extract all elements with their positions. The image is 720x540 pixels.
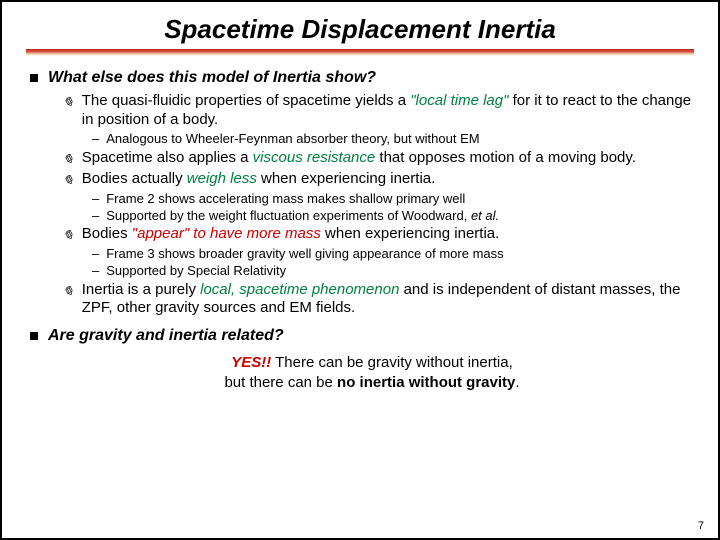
text-segment: The quasi-fluidic properties of spacetim… [82, 92, 411, 109]
sub-bullet-text: Supported by Special Relativity [106, 263, 286, 279]
text-segment: Bodies actually [82, 170, 187, 187]
square-bullet-icon [30, 332, 38, 340]
sub-bullet-1-1: – Analogous to Wheeler-Feynman absorber … [92, 131, 694, 147]
bullet-4-text: Bodies "appear" to have more mass when e… [82, 225, 500, 244]
sub-bullet-text: Frame 2 shows accelerating mass makes sh… [106, 191, 465, 207]
sub-bullet-3-2: – Supported by the weight fluctuation ex… [92, 208, 694, 224]
text-segment: Inertia is a purely [82, 281, 200, 298]
text-segment: . [515, 374, 519, 391]
emphasis-bold: no inertia without gravity [337, 374, 515, 391]
emphasis-green: viscous resistance [253, 149, 376, 166]
emphasis-italic: et al. [471, 208, 499, 223]
slide-content: What else does this model of Inertia sho… [26, 68, 694, 393]
question-1: What else does this model of Inertia sho… [30, 68, 694, 89]
pencil-bullet-icon: ✎ [60, 151, 76, 168]
sub-bullet-text: Supported by the weight fluctuation expe… [106, 208, 499, 224]
bullet-3: ✎ Bodies actually weigh less when experi… [62, 170, 694, 189]
text-segment: There can be gravity without inertia, [271, 354, 513, 371]
text-segment: but there can be [224, 374, 337, 391]
square-bullet-icon [30, 74, 38, 82]
question-1-text: What else does this model of Inertia sho… [48, 68, 376, 89]
text-segment: when experiencing inertia. [257, 170, 435, 187]
dash-bullet-icon: – [92, 208, 99, 223]
sub-bullet-4-1: – Frame 3 shows broader gravity well giv… [92, 246, 694, 262]
bullet-1: ✎ The quasi-fluidic properties of spacet… [62, 92, 694, 130]
page-number: 7 [698, 520, 704, 532]
pencil-bullet-icon: ✎ [60, 283, 76, 300]
closing-answer: YES!! There can be gravity without inert… [50, 353, 694, 394]
dash-bullet-icon: – [92, 191, 99, 206]
bullet-3-text: Bodies actually weigh less when experien… [82, 170, 436, 189]
text-segment: when experiencing inertia. [321, 225, 499, 242]
text-segment: that opposes motion of a moving body. [375, 149, 636, 166]
sub-bullet-text: Analogous to Wheeler-Feynman absorber th… [106, 131, 479, 147]
slide-frame: Spacetime Displacement Inertia What else… [0, 0, 720, 540]
text-segment: Spacetime also applies a [82, 149, 253, 166]
bullet-5-text: Inertia is a purely local, spacetime phe… [82, 281, 694, 319]
text-segment: Bodies [82, 225, 132, 242]
pencil-bullet-icon: ✎ [60, 94, 76, 111]
bullet-4: ✎ Bodies "appear" to have more mass when… [62, 225, 694, 244]
bullet-2-text: Spacetime also applies a viscous resista… [82, 149, 636, 168]
closing-line-2: but there can be no inertia without grav… [50, 373, 694, 393]
dash-bullet-icon: – [92, 246, 99, 261]
pencil-bullet-icon: ✎ [60, 172, 76, 189]
emphasis-green: "local time lag" [410, 92, 508, 109]
sub-bullet-text: Frame 3 shows broader gravity well givin… [106, 246, 503, 262]
emphasis-red: "appear" to have more mass [132, 225, 321, 242]
bullet-5: ✎ Inertia is a purely local, spacetime p… [62, 281, 694, 319]
closing-line-1: YES!! There can be gravity without inert… [50, 353, 694, 373]
sub-bullet-4-2: – Supported by Special Relativity [92, 263, 694, 279]
title-divider [26, 49, 694, 56]
text-segment: Supported by the weight fluctuation expe… [106, 208, 471, 223]
emphasis-red-bold: YES!! [231, 354, 271, 371]
slide-title: Spacetime Displacement Inertia [26, 14, 694, 45]
emphasis-green: local, spacetime phenomenon [200, 281, 399, 298]
dash-bullet-icon: – [92, 131, 99, 146]
question-2: Are gravity and inertia related? [30, 326, 694, 347]
sub-bullet-3-1: – Frame 2 shows accelerating mass makes … [92, 191, 694, 207]
dash-bullet-icon: – [92, 263, 99, 278]
pencil-bullet-icon: ✎ [60, 227, 76, 244]
bullet-1-text: The quasi-fluidic properties of spacetim… [82, 92, 694, 130]
bullet-2: ✎ Spacetime also applies a viscous resis… [62, 149, 694, 168]
emphasis-green: weigh less [187, 170, 257, 187]
question-2-text: Are gravity and inertia related? [48, 326, 284, 347]
